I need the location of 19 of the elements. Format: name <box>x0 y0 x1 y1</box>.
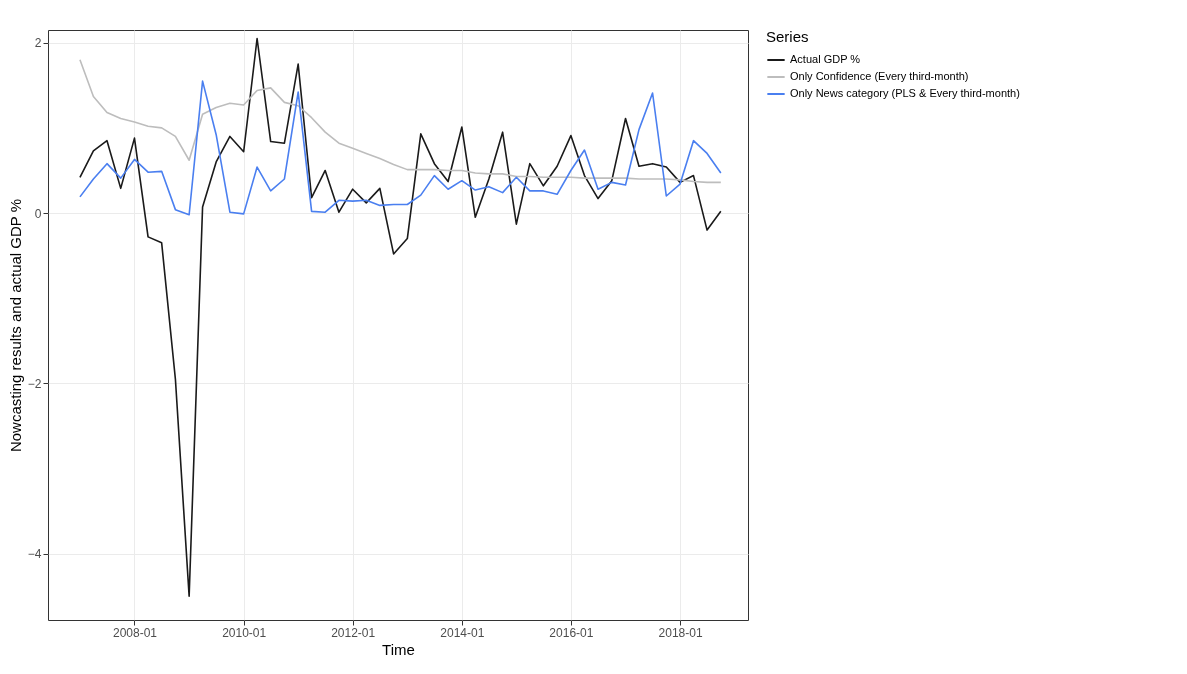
x-axis-title: Time <box>382 640 415 658</box>
legend-title: Series <box>766 28 809 45</box>
x-tick-label: 2008-01 <box>112 625 158 640</box>
y-tick-label: −2 <box>27 376 42 391</box>
legend-label: Only News category (PLS & Every third-month) <box>790 87 1020 99</box>
line-series <box>79 37 722 597</box>
x-tick-label: 2018-01 <box>658 625 703 640</box>
x-tick-label: 2010-01 <box>222 625 267 640</box>
x-tick-label: 2016-01 <box>549 625 594 640</box>
line-series <box>79 80 722 216</box>
legend-label: Actual GDP % <box>790 53 861 65</box>
y-tick-label: 0 <box>34 206 42 221</box>
line-series <box>79 59 722 184</box>
y-tick-label: 2 <box>34 36 42 51</box>
y-tick-label: −4 <box>27 547 42 562</box>
x-tick-label: 2012-01 <box>331 625 376 640</box>
y-axis-title: Nowcasting results and actual GDP % <box>6 198 24 453</box>
x-tick-label: 2014-01 <box>440 625 485 640</box>
legend-label: Only Confidence (Every third-month) <box>790 70 969 82</box>
